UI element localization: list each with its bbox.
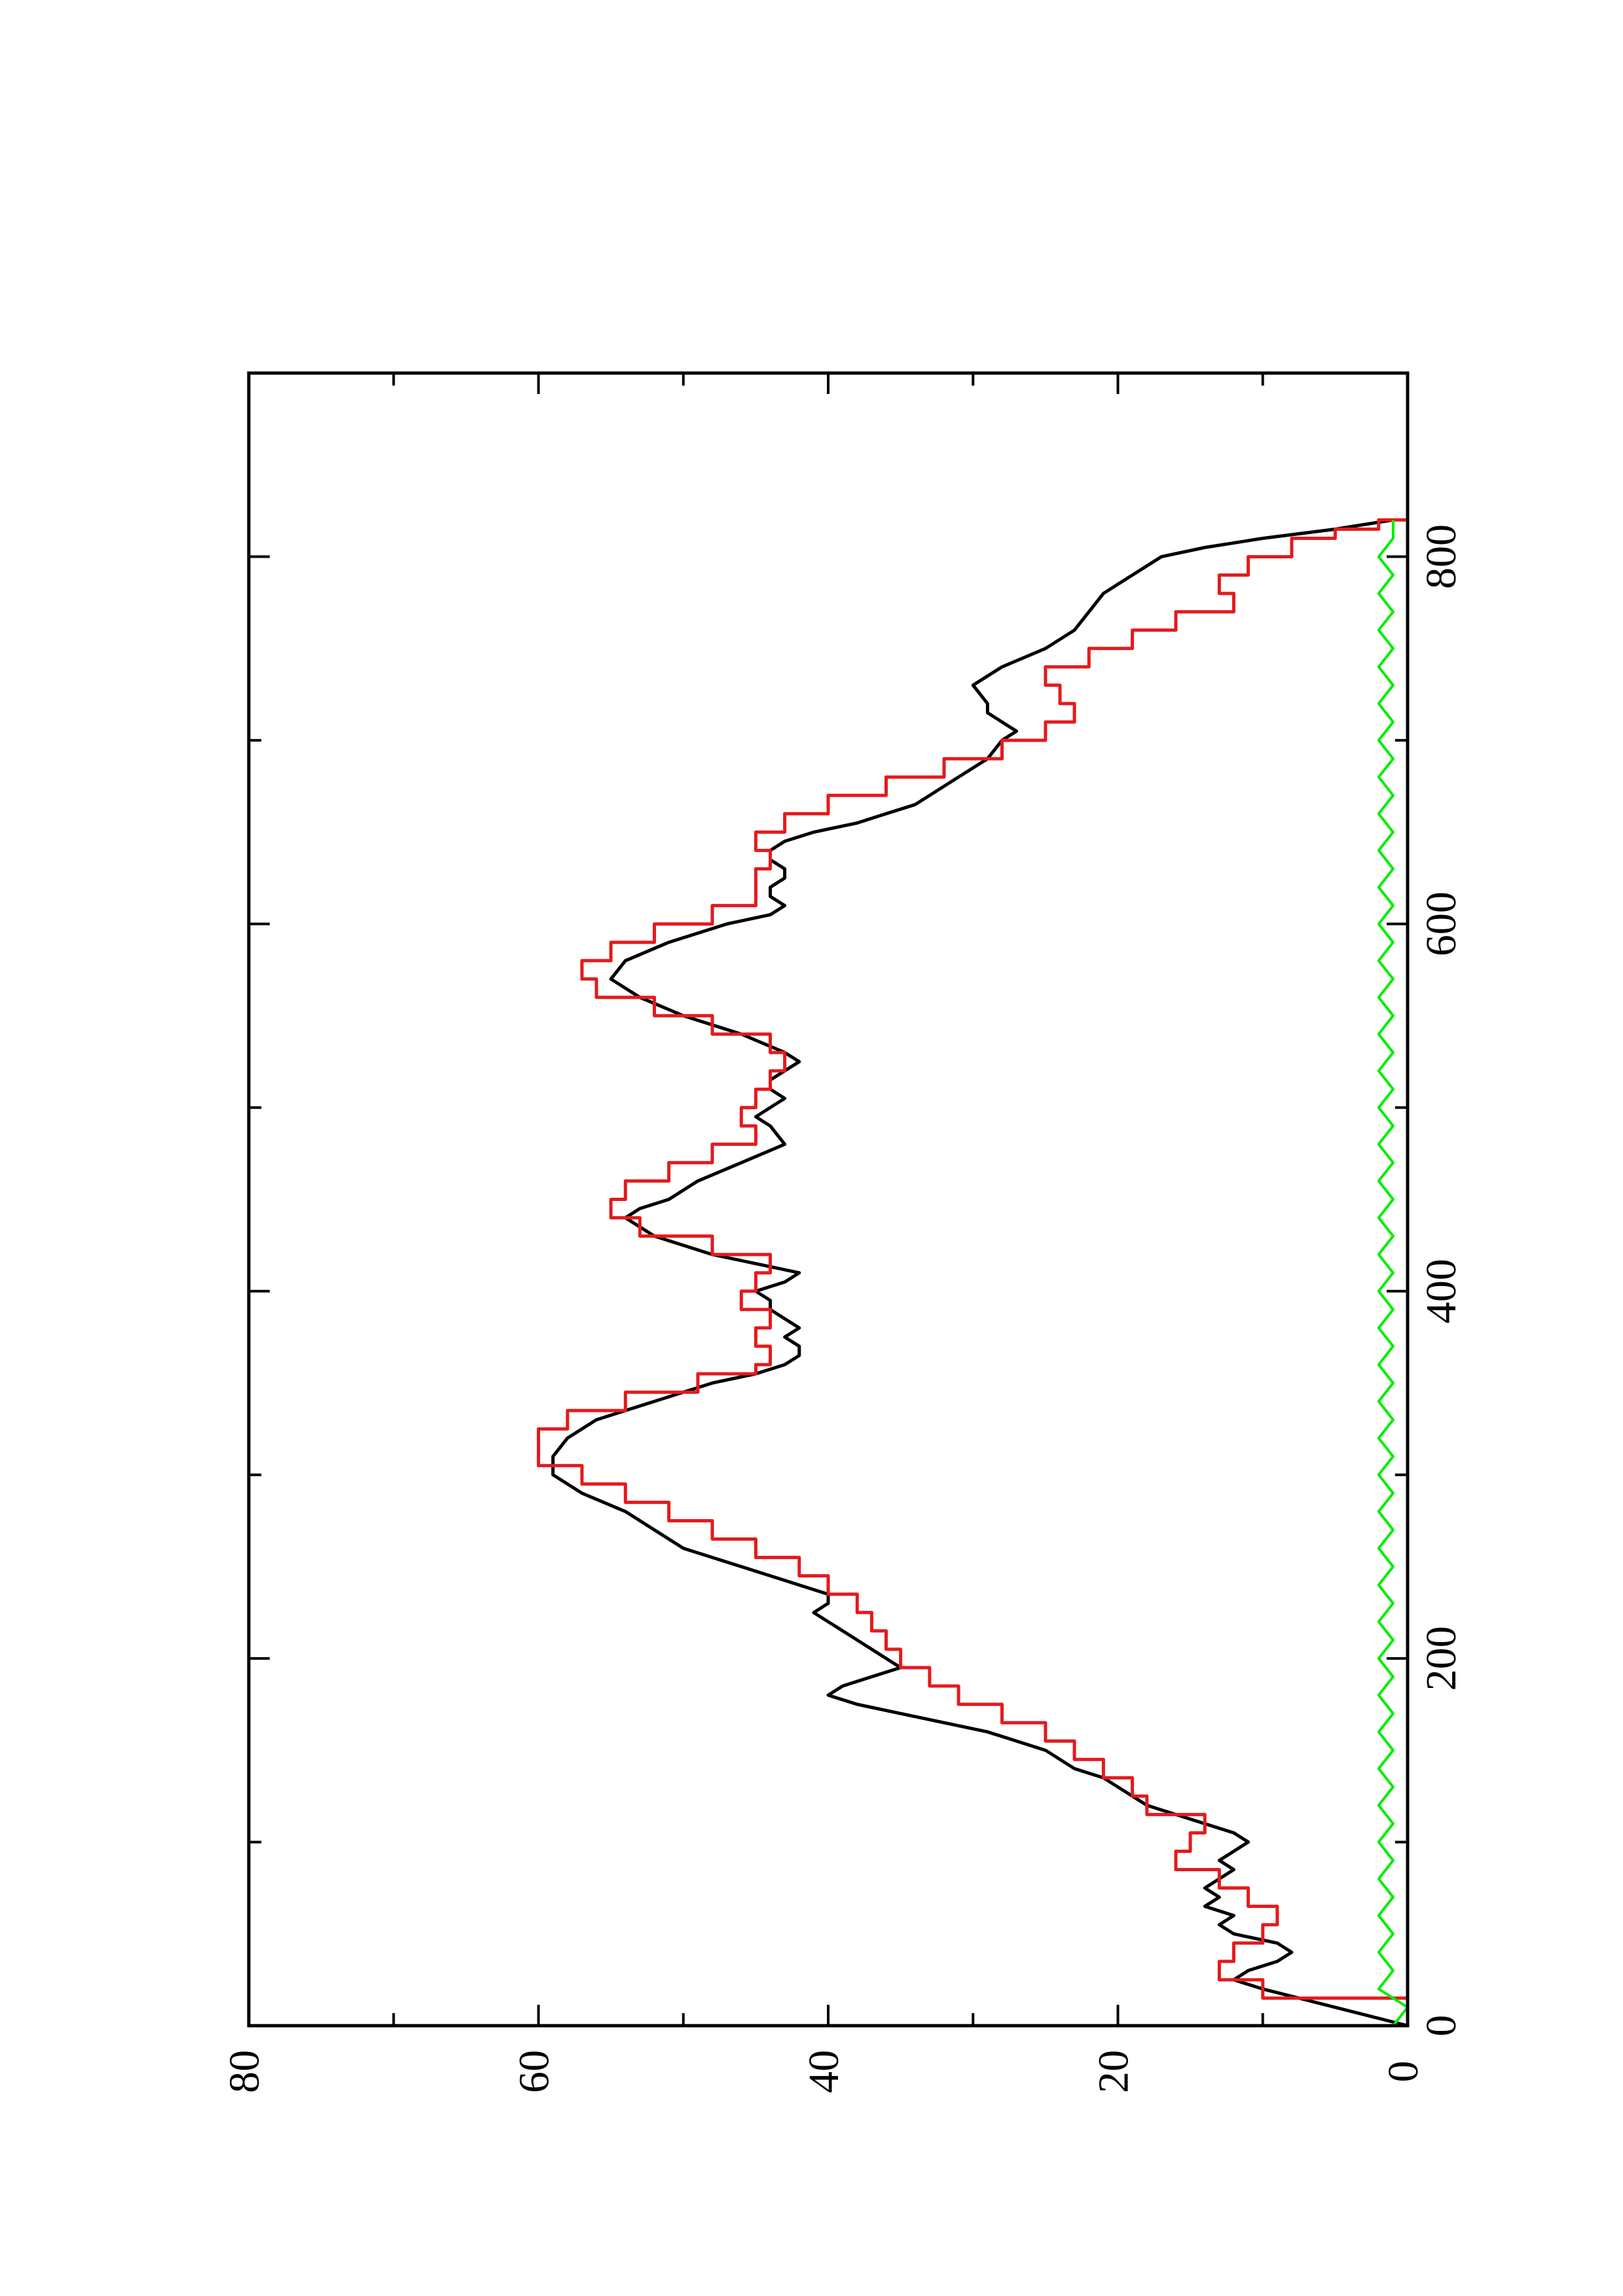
x-tick-label: 800 — [1417, 524, 1465, 589]
y-tick-label: 80 — [221, 2050, 268, 2093]
series-line-1 — [551, 518, 1408, 2028]
x-tick-label: 0 — [1417, 2015, 1465, 2037]
series-line-3 — [1377, 520, 1409, 2027]
plot-area — [537, 518, 1410, 2028]
x-tick-label: 200 — [1417, 1626, 1465, 1691]
x-tick-label: 400 — [1417, 1259, 1465, 1323]
y-tick-label: 40 — [800, 2050, 848, 2093]
series-line-2 — [537, 518, 1410, 2026]
y-tick-label: 20 — [1090, 2050, 1138, 2093]
y-tick-label: 60 — [511, 2050, 558, 2093]
x-tick-label: 600 — [1417, 891, 1465, 956]
axis-tick-labels: 0 200 400 600 800 0 20 40 60 80 — [221, 524, 1465, 2093]
y-tick-label: 0 — [1379, 2061, 1427, 2083]
plot-frame — [247, 371, 1410, 2028]
axis-ticks — [247, 373, 1409, 2027]
